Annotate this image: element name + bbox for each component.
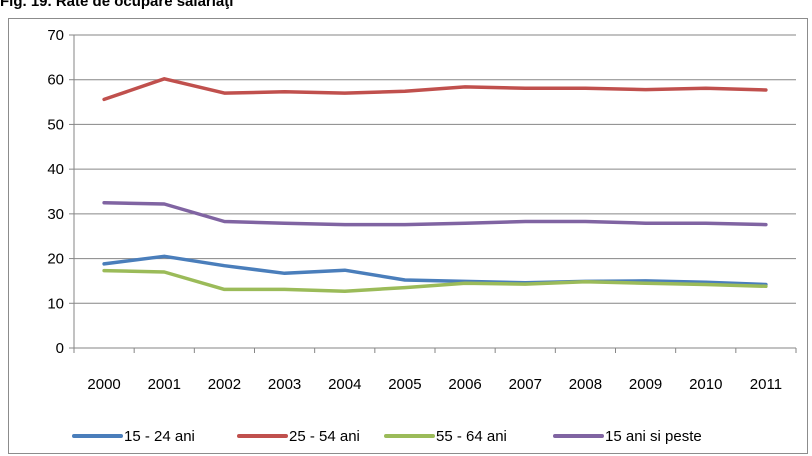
- y-tick-label: 70: [47, 27, 64, 44]
- x-tick-label-2000: 2000: [87, 376, 120, 393]
- x-tick-label-2003: 2003: [268, 376, 301, 393]
- x-tick-label-2006: 2006: [448, 376, 481, 393]
- legend: 15 - 24 ani 25 - 54 ani 55 - 64 ani 15 ani …: [72, 428, 702, 445]
- x-tick-label-2007: 2007: [509, 376, 542, 393]
- x-tick-label-2002: 2002: [208, 376, 241, 393]
- series-line-3: [102, 268, 768, 293]
- y-tick-label: 20: [47, 251, 64, 268]
- x-tick-label-2009: 2009: [629, 376, 662, 393]
- y-tick-label: 30: [47, 206, 64, 223]
- y-tick-label: 10: [47, 295, 64, 312]
- legend-label-4: 15 ani si peste: [605, 428, 702, 445]
- y-tick-label: 40: [47, 161, 64, 178]
- x-tick-label-2004: 2004: [328, 376, 361, 393]
- legend-label-3: 55 - 64 ani: [436, 428, 507, 445]
- y-tick-label: 0: [56, 340, 64, 357]
- series-line-2: [102, 77, 768, 102]
- x-tick-label-2005: 2005: [388, 376, 421, 393]
- x-tick-label-2011: 2011: [750, 376, 782, 393]
- y-tick-label: 60: [47, 72, 64, 89]
- axes: 0 10 20 30 40 50 60 70 2000 2001 2002 2003 2004 2005 2…: [47, 27, 797, 393]
- series-line-4: [102, 200, 768, 227]
- y-tick-label: 50: [47, 116, 64, 133]
- gridlines: [74, 34, 796, 304]
- series-lines: [102, 77, 768, 293]
- x-tick-label-2008: 2008: [569, 376, 602, 393]
- legend-label-1: 15 - 24 ani: [124, 428, 195, 445]
- series-line-1: [102, 254, 768, 287]
- x-tick-label-2001: 2001: [148, 376, 181, 393]
- legend-label-2: 25 - 54 ani: [289, 428, 360, 445]
- figure-caption: Fig. 19. Rate de ocupare salariaţi: [0, 0, 234, 10]
- x-tick-label-2010: 2010: [689, 376, 722, 393]
